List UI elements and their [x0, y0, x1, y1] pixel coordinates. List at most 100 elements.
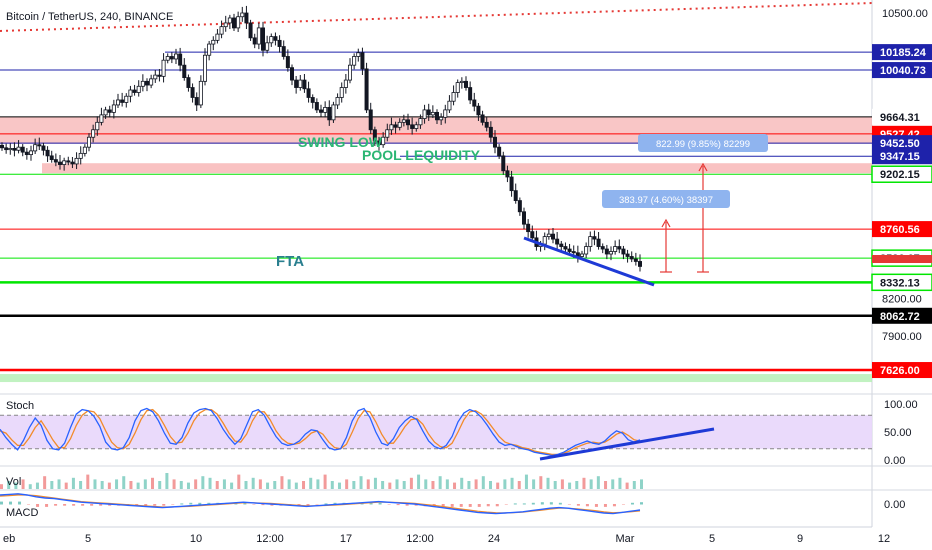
- volume-bar: [93, 479, 97, 489]
- price-tag-bg: [872, 44, 932, 61]
- volume-bar: [302, 481, 306, 489]
- volume-bar: [79, 481, 83, 489]
- measure-label-large[interactable]: 822.99 (9.85%) 82299: [656, 139, 750, 150]
- macd-histogram-bar: [18, 501, 22, 505]
- candle-body: [372, 129, 377, 142]
- volume-bar: [330, 481, 334, 489]
- volume-bar: [575, 481, 579, 489]
- macd-histogram-bar: [0, 501, 3, 505]
- candle-body: [306, 88, 311, 98]
- candle-body: [58, 161, 63, 165]
- macd-histogram-bar: [180, 503, 184, 505]
- price-tag-label[interactable]: 9202.15: [880, 169, 920, 181]
- price-tag-label[interactable]: 7626.00: [880, 365, 920, 377]
- volume-bar: [316, 479, 320, 489]
- macd-line[interactable]: [0, 493, 641, 515]
- price-tag-bg: [872, 62, 932, 79]
- volume-bar: [352, 481, 356, 489]
- candle-body: [74, 157, 79, 165]
- current-price-tag[interactable]: [872, 255, 932, 263]
- macd-histogram-bar: [396, 504, 400, 506]
- candle-body: [430, 111, 435, 116]
- candle-body: [8, 148, 13, 151]
- candle-body: [314, 102, 319, 111]
- volume-bar: [179, 481, 183, 489]
- macd-tick-label: 0.00: [884, 499, 905, 511]
- macd-histogram-bar: [549, 502, 553, 505]
- annotation-pool-liquidity[interactable]: POOL LEQUIDITY: [362, 147, 481, 163]
- price-tag-label[interactable]: 10040.73: [880, 65, 926, 77]
- stoch-label: Stoch: [6, 400, 34, 412]
- candle-body: [530, 231, 535, 239]
- macd-histogram-bar: [99, 504, 103, 506]
- demand-zone[interactable]: [0, 374, 872, 383]
- candle-body: [120, 99, 125, 103]
- stoch-k-line[interactable]: [0, 407, 641, 457]
- volume-bar: [280, 476, 284, 489]
- candle-body: [497, 146, 502, 157]
- candle-body: [99, 114, 104, 123]
- candle-body: [629, 256, 634, 260]
- price-tag-label[interactable]: 8760.56: [880, 224, 920, 236]
- candle-body: [302, 79, 307, 90]
- candle-body: [347, 64, 352, 81]
- price-tag-label[interactable]: 9452.50: [880, 138, 920, 150]
- macd-histogram-bar: [531, 502, 535, 505]
- price-tag-label[interactable]: 9347.15: [880, 151, 920, 163]
- measure-label-small[interactable]: 383.97 (4.60%) 38397: [619, 195, 713, 206]
- price-tag-label[interactable]: 10185.24: [880, 47, 927, 59]
- macd-histogram-bar: [558, 502, 562, 505]
- candle-body: [592, 236, 597, 240]
- volume-bar: [632, 481, 636, 489]
- price-tag-label[interactable]: 9664.31: [880, 112, 920, 124]
- candle-body: [265, 42, 270, 51]
- macd-pane: 0.00: [0, 493, 905, 515]
- supply-zone-lower[interactable]: [42, 163, 872, 174]
- resistance-trendline[interactable]: [0, 2, 873, 32]
- price-tick-label: 8200.00: [882, 294, 922, 306]
- candle-body: [492, 136, 497, 148]
- candle-body: [551, 233, 556, 240]
- stoch-d-line[interactable]: [0, 408, 641, 456]
- volume-bar: [409, 477, 413, 489]
- volume-bar: [345, 479, 349, 489]
- price-tag-label[interactable]: 8062.72: [880, 311, 920, 323]
- candle-body: [186, 77, 191, 88]
- candle-body: [116, 99, 121, 106]
- candle-body: [439, 116, 444, 121]
- time-tick-label: 10: [190, 533, 202, 545]
- macd-histogram-bar: [504, 504, 508, 505]
- price-tag-label[interactable]: 8332.13: [880, 277, 920, 289]
- macd-histogram-bar: [9, 501, 13, 505]
- time-axis[interactable]: eb 5 10 12:00 17 12:00 24 Mar 5 9 12: [3, 533, 890, 545]
- candle-body: [157, 74, 162, 77]
- candle-body: [4, 147, 9, 151]
- drawing-tools: 383.97 (4.60%) 38397 822.99 (9.85%) 82299: [523, 134, 768, 287]
- volume-bar: [625, 482, 629, 489]
- macd-histogram-bar: [333, 502, 337, 505]
- candle-body: [144, 80, 149, 86]
- volume-bar: [230, 482, 234, 489]
- annotation-fta[interactable]: FTA: [276, 253, 304, 270]
- volume-bar: [0, 484, 3, 489]
- candle-body: [33, 144, 38, 152]
- descending-trendline[interactable]: [523, 236, 655, 287]
- candle-body: [190, 87, 195, 98]
- volume-bar: [71, 477, 75, 489]
- macd-histogram-bar: [171, 504, 175, 505]
- macd-histogram-bar: [369, 502, 373, 505]
- macd-histogram-bar: [486, 504, 490, 507]
- price-tag-border: [871, 273, 932, 292]
- price-axis[interactable]: 7900.00 8200.00 10500.00 10185.24 10040.73 96…: [871, 8, 932, 379]
- candle-body: [310, 97, 315, 103]
- annotation-swing-low[interactable]: SWING LOW: [298, 134, 383, 150]
- candle-body: [277, 39, 282, 47]
- macd-histogram-bar: [189, 502, 193, 505]
- macd-histogram-bar: [54, 504, 58, 506]
- candle-body: [49, 155, 54, 160]
- time-tick-label: 12:00: [406, 533, 434, 545]
- volume-pane: [0, 473, 643, 489]
- stoch-trendline[interactable]: [539, 427, 715, 461]
